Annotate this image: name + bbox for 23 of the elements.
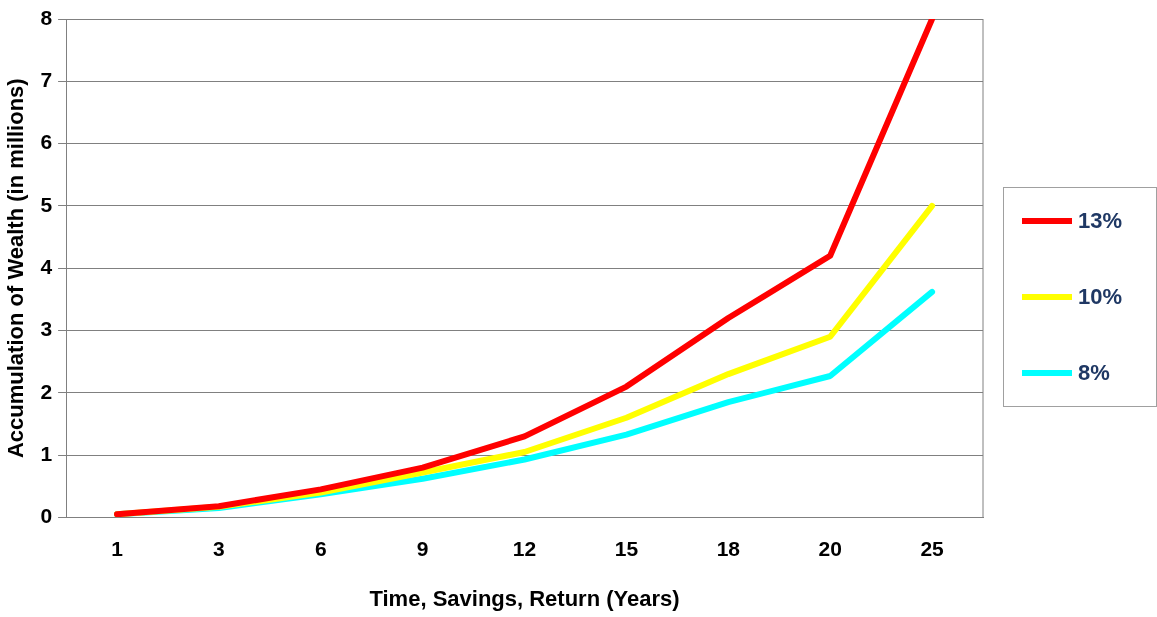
x-tick-label: 15: [614, 536, 639, 560]
legend-label: 13%: [1078, 208, 1123, 234]
y-tick-label: 6: [40, 130, 53, 154]
legend-label: 8%: [1078, 360, 1110, 386]
x-tick-label: 12: [512, 536, 537, 560]
y-tick-label: 1: [40, 441, 53, 465]
x-tick-label: 25: [920, 536, 945, 560]
x-axis-title: Time, Savings, Return (Years): [369, 585, 680, 611]
y-tick-label: 3: [40, 317, 53, 341]
y-tick-label: 2: [40, 379, 53, 403]
y-axis-title: Accumulation of Wealth (in millions): [3, 78, 29, 459]
legend-label: 10%: [1078, 284, 1123, 310]
y-tick-label: 4: [40, 255, 53, 278]
y-tick-label: 7: [40, 68, 53, 92]
x-tick-label: 18: [716, 536, 741, 560]
x-tick-label: 20: [818, 536, 842, 560]
y-tick-label: 0: [40, 504, 53, 528]
x-tick-label: 6: [314, 536, 327, 560]
x-tick-label: 3: [213, 536, 225, 560]
x-tick-label: 1: [111, 536, 124, 560]
x-tick-label: 9: [416, 536, 429, 560]
y-tick-label: 5: [40, 192, 53, 216]
y-tick-label: 8: [40, 5, 53, 29]
